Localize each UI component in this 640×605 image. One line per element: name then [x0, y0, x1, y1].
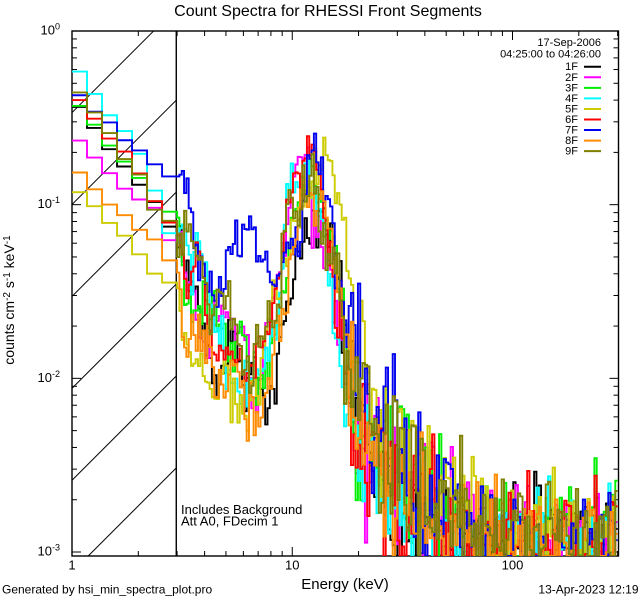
svg-text:10: 10 — [285, 558, 299, 573]
svg-text:Generated by hsi_min_spectra_p: Generated by hsi_min_spectra_plot.pro — [2, 583, 212, 597]
svg-text:Energy (keV): Energy (keV) — [301, 576, 389, 593]
svg-text:Count Spectra for RHESSI Front: Count Spectra for RHESSI Front Segments — [174, 3, 482, 20]
svg-text:Att A0, FDecim 1: Att A0, FDecim 1 — [181, 514, 279, 529]
svg-text:04:25:00 to 04:26:00: 04:25:00 to 04:26:00 — [500, 49, 601, 61]
svg-text:13-Apr-2023 12:19: 13-Apr-2023 12:19 — [538, 583, 638, 597]
svg-text:9F: 9F — [565, 146, 578, 158]
svg-text:100: 100 — [502, 558, 524, 573]
svg-text:17-Sep-2006: 17-Sep-2006 — [537, 37, 601, 49]
svg-text:1: 1 — [68, 558, 75, 573]
